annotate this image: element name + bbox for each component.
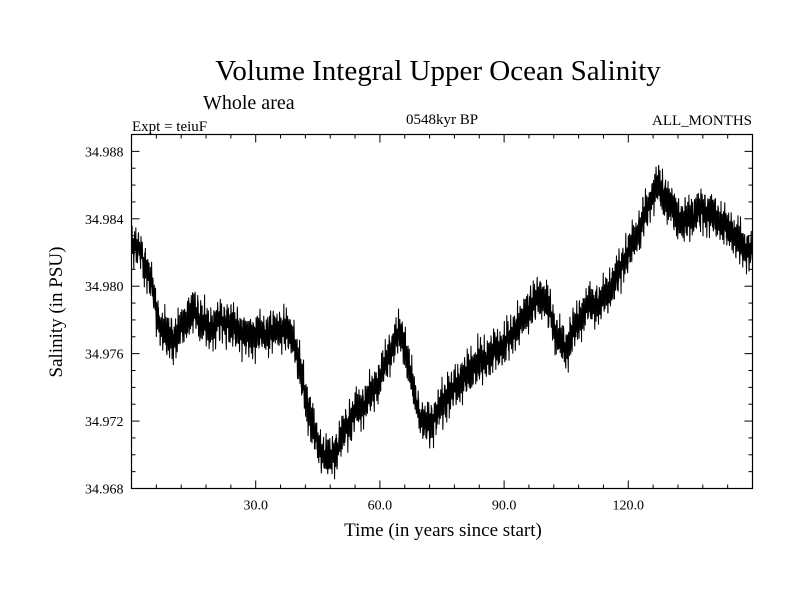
salinity-data-point: [570, 336, 571, 337]
salinity-data-point: [412, 387, 413, 388]
salinity-data-point: [388, 356, 389, 357]
salinity-data-point: [272, 331, 273, 332]
salinity-data-point: [711, 213, 712, 214]
salinity-data-point: [516, 328, 517, 329]
salinity-data-point: [297, 353, 298, 354]
salinity-data-point: [201, 319, 202, 320]
salinity-data-point: [454, 387, 455, 388]
salinity-data-point: [528, 306, 529, 307]
salinity-data-point: [665, 198, 666, 199]
salinity-data-point: [504, 345, 505, 346]
salinity-data-point: [491, 353, 492, 354]
salinity-data-point: [611, 286, 612, 287]
salinity-data-point: [338, 446, 339, 447]
salinity-data-point: [346, 424, 347, 425]
salinity-data-point: [429, 424, 430, 425]
salinity-data-point: [698, 210, 699, 211]
salinity-series-line: [130, 164, 754, 480]
salinity-data-point: [168, 336, 169, 337]
salinity-data-point: [152, 286, 153, 287]
salinity-data-point: [234, 328, 235, 329]
salinity-data-point: [371, 390, 372, 391]
salinity-data-point: [578, 319, 579, 320]
chart-subtitle: Whole area: [203, 92, 295, 114]
salinity-data-point: [557, 336, 558, 337]
y-tick-label: 34.984: [85, 213, 124, 228]
salinity-data-point: [466, 373, 467, 374]
salinity-data-point: [143, 260, 144, 261]
salinity-data-point: [682, 222, 683, 223]
salinity-data-point: [176, 336, 177, 337]
months-label: ALL_MONTHS: [652, 113, 752, 129]
salinity-data-point: [193, 311, 194, 312]
salinity-data-point: [657, 184, 658, 185]
x-tick-label: 60.0: [368, 499, 393, 514]
salinity-data-point: [321, 454, 322, 455]
salinity-data-point: [719, 222, 720, 223]
salinity-data-point: [139, 249, 140, 250]
experiment-label: Expt = teiuF: [132, 119, 207, 135]
y-tick-label: 34.980: [85, 280, 124, 295]
salinity-data-point: [599, 302, 600, 303]
x-tick-label: 120.0: [613, 499, 645, 514]
x-tick-label: 90.0: [492, 499, 517, 514]
salinity-data-point: [222, 319, 223, 320]
salinity-data-point: [259, 333, 260, 334]
salinity-data-point: [624, 260, 625, 261]
salinity-data-point: [549, 311, 550, 312]
salinity-data-point: [247, 336, 248, 337]
salinity-data-point: [541, 294, 542, 295]
salinity-data-point: [648, 205, 649, 206]
salinity-data-point: [379, 378, 380, 379]
tick-layer: 30.0 60.0 90.0 120.0 34.968 34.972 34.976 34.98…: [85, 134, 753, 514]
salinity-data-point: [690, 218, 691, 219]
salinity-data-point: [305, 395, 306, 396]
salinity-data-point: [404, 345, 405, 346]
salinity-data-point: [185, 319, 186, 320]
y-tick-label: 34.988: [85, 145, 124, 160]
chart-title: Volume Integral Upper Ocean Salinity: [215, 55, 661, 87]
salinity-data-point: [400, 333, 401, 334]
series-layer: [130, 164, 754, 480]
salinity-data-point: [744, 249, 745, 250]
salinity-data-point: [156, 311, 157, 312]
salinity-data-point: [441, 404, 442, 405]
y-tick-label: 34.968: [85, 483, 124, 498]
salinity-data-point: [586, 306, 587, 307]
salinity-data-point: [313, 429, 314, 430]
salinity-data-point: [396, 336, 397, 337]
salinity-data-point: [566, 350, 567, 351]
salinity-data-point: [210, 328, 211, 329]
y-axis-label: Salinity (in PSU): [46, 247, 67, 378]
plot-frame: [130, 133, 754, 490]
salinity-data-point: [673, 210, 674, 211]
salinity-data-point: [421, 420, 422, 421]
y-tick-label: 34.972: [85, 415, 124, 430]
salinity-data-point: [731, 232, 732, 233]
period-label: 0548kyr BP: [406, 112, 478, 128]
salinity-data-point: [363, 404, 364, 405]
salinity-data-point: [292, 336, 293, 337]
y-tick-label: 34.976: [85, 348, 124, 363]
x-tick-label: 30.0: [243, 499, 268, 514]
salinity-data-point: [160, 328, 161, 329]
salinity-data-point: [330, 459, 331, 460]
salinity-data-point: [284, 328, 285, 329]
salinity-data-point: [479, 361, 480, 362]
salinity-data-point: [354, 412, 355, 413]
x-axis-label: Time (in years since start): [344, 520, 542, 541]
salinity-data-point: [636, 235, 637, 236]
